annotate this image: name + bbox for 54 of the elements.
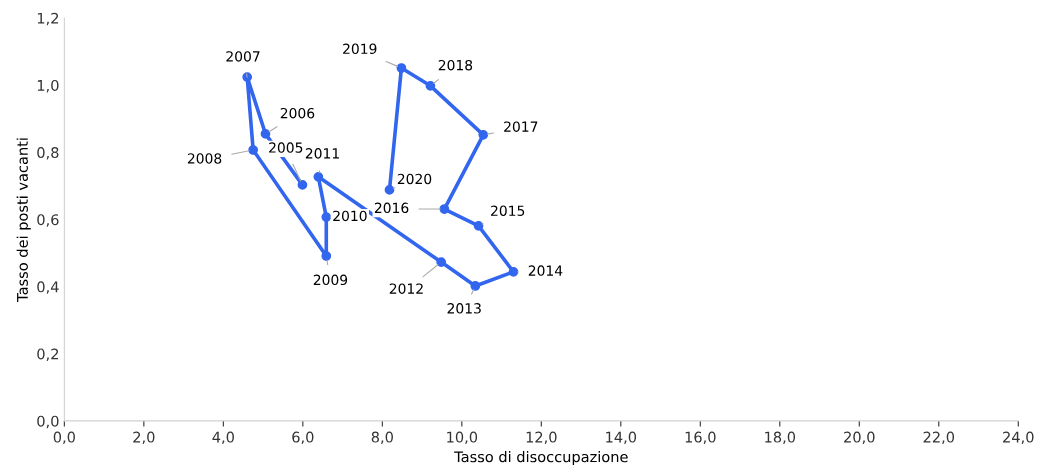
x-tick-label: 12,0 — [526, 431, 557, 445]
annotation: 2011 — [305, 148, 339, 159]
x-tick-label: 14,0 — [606, 431, 637, 445]
annotation: 2016 — [374, 202, 409, 214]
x-tick-label: 20,0 — [844, 431, 875, 445]
y-tick-label: 1,2 — [37, 12, 59, 26]
x-tick-label: 2,0 — [133, 431, 155, 445]
y-tick-label: 1,0 — [37, 79, 59, 93]
point — [321, 212, 332, 222]
annotation: 2013 — [447, 303, 481, 314]
point — [260, 128, 271, 139]
point — [439, 204, 450, 214]
point — [508, 266, 519, 277]
annotation: 2008 — [187, 153, 222, 164]
annotation: 2019 — [343, 43, 377, 55]
annotation: 2018 — [438, 59, 473, 71]
point — [248, 145, 259, 155]
x-axis-title: Tasso di disoccupazione — [454, 451, 628, 466]
x-tick-label: 24,0 — [1003, 431, 1034, 445]
x-tick-label: 16,0 — [685, 431, 716, 445]
annotation: 2010 — [333, 210, 367, 222]
point — [425, 80, 436, 91]
y-tick-label: 0,4 — [37, 281, 59, 294]
point — [384, 185, 395, 195]
annotation: 2006 — [280, 107, 315, 119]
annotation: 2015 — [491, 205, 525, 216]
annotation: 2012 — [389, 283, 423, 294]
y-tick-label: 0,2 — [37, 348, 59, 361]
point — [478, 129, 489, 140]
annotation: 2005 — [269, 142, 303, 153]
annotation: 2007 — [226, 51, 260, 62]
annotation: 2014 — [528, 265, 563, 276]
point — [396, 63, 407, 73]
annotation: 2017 — [504, 121, 538, 132]
point — [321, 251, 332, 261]
annotation: 2009 — [313, 274, 348, 286]
point — [297, 180, 308, 190]
x-tick-label: 10,0 — [447, 431, 478, 445]
y-tick-label: 0,8 — [37, 147, 59, 160]
x-tick-label: 18,0 — [765, 431, 796, 445]
x-tick-label: 22,0 — [923, 431, 955, 445]
point — [242, 72, 253, 82]
x-tick-label: 6,0 — [292, 431, 314, 445]
x-tick-label: 4,0 — [212, 431, 234, 445]
point — [470, 281, 481, 291]
point — [473, 220, 484, 231]
annotation: 2020 — [397, 173, 432, 185]
y-axis-title: Tasso dei posti vacanti — [16, 138, 31, 302]
point — [313, 171, 324, 182]
x-tick-label: 0,0 — [53, 431, 75, 445]
y-tick-label: 0,0 — [37, 415, 59, 429]
point — [436, 257, 447, 267]
y-tick-label: 0,6 — [37, 214, 59, 227]
x-tick-label: 8,0 — [371, 431, 393, 445]
